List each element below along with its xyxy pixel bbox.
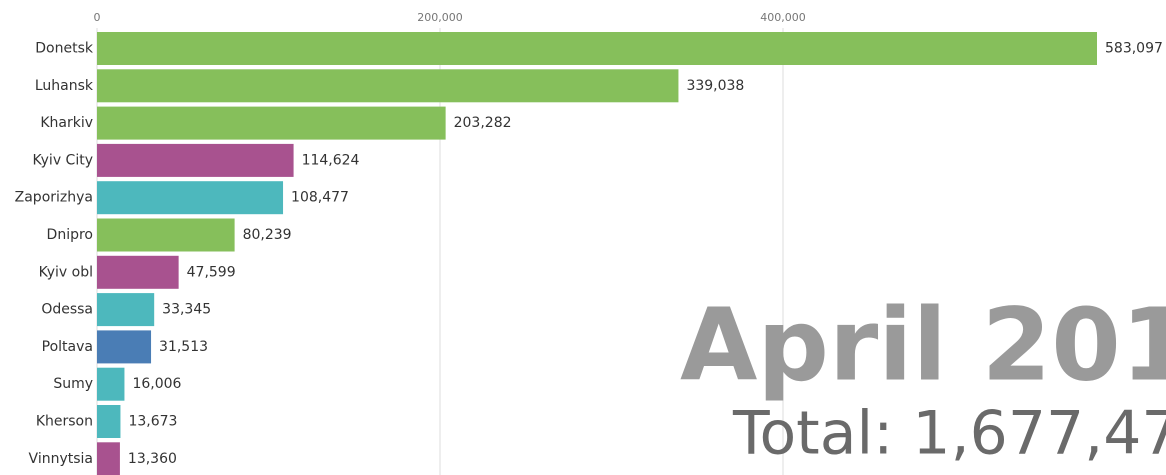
category-label: Dnipro	[47, 227, 93, 243]
x-tick-label: 0	[94, 11, 101, 24]
bar	[97, 32, 1097, 65]
category-label: Kyiv obl	[39, 264, 93, 280]
value-label: 80,239	[243, 227, 292, 243]
bar	[97, 255, 179, 289]
category-label: Kyiv City	[32, 152, 93, 168]
total-label: Total: 1,677,47	[732, 399, 1166, 469]
x-tick-label: 400,000	[760, 11, 806, 24]
value-label: 203,282	[454, 115, 512, 131]
value-label: 108,477	[291, 190, 349, 206]
category-label: Poltava	[42, 339, 93, 355]
category-label: Luhansk	[35, 78, 94, 94]
value-label: 114,624	[302, 152, 360, 168]
bar	[97, 293, 155, 327]
bar	[97, 181, 284, 215]
bar	[97, 106, 446, 140]
x-tick-label: 200,000	[417, 11, 463, 24]
category-label: Kharkiv	[40, 115, 93, 131]
value-label: 583,097	[1105, 41, 1163, 57]
category-label: Kherson	[36, 414, 93, 430]
bar	[97, 405, 121, 438]
bar	[97, 218, 235, 252]
date-label: April 2016	[680, 286, 1166, 403]
value-label: 13,360	[128, 451, 177, 467]
category-label: Zaporizhya	[15, 190, 93, 206]
value-label: 33,345	[162, 302, 211, 318]
bar	[97, 69, 679, 103]
value-label: 13,673	[128, 414, 177, 430]
category-label: Odessa	[41, 302, 93, 318]
category-label: Donetsk	[35, 41, 94, 57]
bar	[97, 367, 125, 401]
value-label: 339,038	[686, 78, 744, 94]
bar	[97, 442, 120, 475]
bar	[97, 330, 152, 364]
bar	[97, 143, 294, 177]
value-label: 16,006	[132, 376, 181, 392]
value-label: 47,599	[187, 264, 236, 280]
category-label: Vinnytsia	[29, 451, 93, 467]
value-label: 31,513	[159, 339, 208, 355]
category-label: Sumy	[53, 376, 93, 392]
